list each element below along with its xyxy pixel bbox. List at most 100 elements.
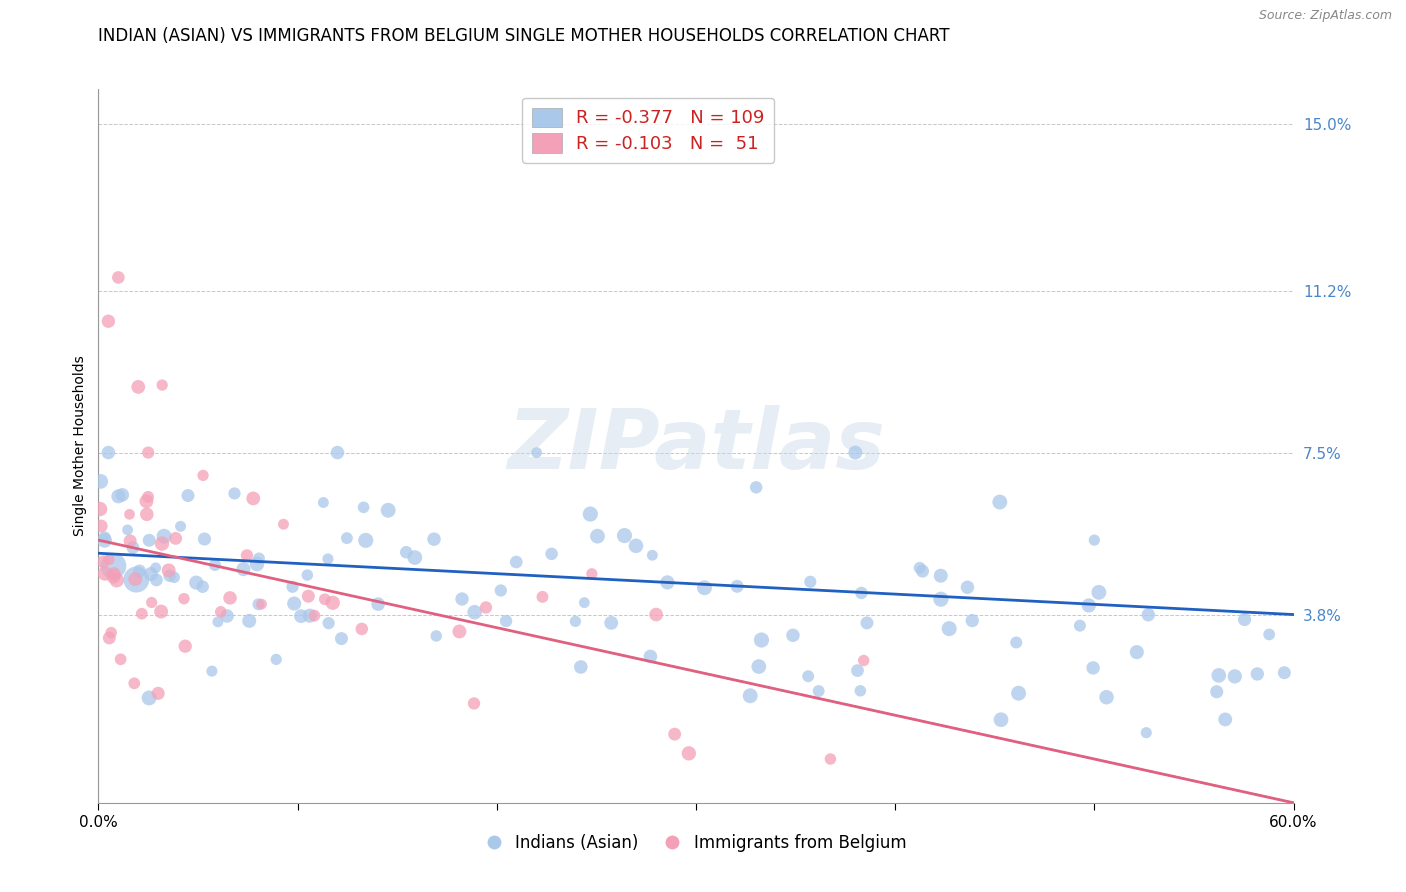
Point — [120, 533, 142, 548]
Point — [264, 652, 287, 666]
Point — [962, 614, 984, 628]
Point — [125, 573, 148, 587]
Y-axis label: Single Mother Households: Single Mother Households — [73, 356, 87, 536]
Point — [118, 508, 141, 522]
Text: INDIAN (ASIAN) VS IMMIGRANTS FROM BELGIUM SINGLE MOTHER HOUSEHOLDS CORRELATION C: INDIAN (ASIAN) VS IMMIGRANTS FROM BELGIU… — [98, 27, 950, 45]
Point — [273, 517, 295, 532]
Point — [89, 502, 111, 516]
Point — [856, 615, 879, 630]
Point — [350, 622, 373, 636]
Point — [169, 519, 191, 533]
Point — [304, 608, 326, 623]
Point — [204, 558, 226, 572]
Point — [107, 489, 129, 503]
Point — [131, 607, 153, 621]
Point — [283, 597, 305, 611]
Point — [186, 575, 208, 590]
Point — [103, 558, 125, 573]
Point — [98, 631, 121, 645]
Point — [540, 547, 562, 561]
Point — [238, 614, 260, 628]
Point — [250, 597, 273, 611]
Point — [136, 445, 159, 459]
Point — [657, 575, 679, 590]
Point — [1081, 661, 1104, 675]
Point — [354, 533, 377, 548]
Point — [425, 629, 447, 643]
Point — [851, 586, 873, 600]
Text: ZIPatlas: ZIPatlas — [508, 406, 884, 486]
Point — [451, 592, 474, 607]
Point — [127, 380, 149, 394]
Point — [929, 568, 952, 582]
Point — [353, 500, 375, 515]
Point — [191, 580, 214, 594]
Point — [336, 531, 359, 545]
Point — [191, 468, 214, 483]
Point — [150, 536, 173, 550]
Point — [423, 532, 446, 546]
Point — [242, 491, 264, 506]
Point — [135, 508, 157, 522]
Point — [93, 533, 115, 548]
Point — [990, 713, 1012, 727]
Point — [138, 690, 160, 705]
Point — [297, 589, 319, 603]
Point — [110, 652, 132, 666]
Point — [1205, 684, 1227, 698]
Point — [247, 551, 270, 566]
Point — [150, 605, 173, 619]
Point — [911, 564, 934, 578]
Point — [807, 684, 830, 698]
Point — [988, 495, 1011, 509]
Point — [312, 495, 335, 509]
Point — [725, 579, 748, 593]
Point — [464, 605, 486, 619]
Point — [128, 564, 150, 578]
Point — [90, 475, 112, 489]
Point — [1005, 635, 1028, 649]
Point — [852, 653, 875, 667]
Point — [564, 615, 586, 629]
Point — [105, 574, 128, 588]
Point — [91, 555, 114, 569]
Point — [107, 270, 129, 285]
Point — [90, 519, 112, 533]
Point — [1137, 607, 1160, 622]
Point — [640, 649, 662, 664]
Point — [846, 664, 869, 678]
Point — [1233, 612, 1256, 626]
Point — [100, 625, 122, 640]
Point — [495, 614, 517, 628]
Point — [1095, 690, 1118, 705]
Point — [165, 532, 187, 546]
Point — [122, 541, 145, 555]
Point — [124, 676, 146, 690]
Point — [201, 664, 224, 678]
Point — [177, 489, 200, 503]
Point — [103, 569, 125, 583]
Point — [820, 752, 842, 766]
Point — [1135, 725, 1157, 739]
Point — [111, 488, 134, 502]
Point — [330, 632, 353, 646]
Point — [641, 548, 664, 562]
Point — [581, 566, 603, 581]
Point — [1088, 585, 1111, 599]
Point — [135, 494, 157, 508]
Point — [531, 590, 554, 604]
Point — [664, 727, 686, 741]
Point — [751, 632, 773, 647]
Point — [173, 591, 195, 606]
Point — [797, 669, 820, 683]
Point — [645, 607, 668, 622]
Point — [232, 562, 254, 576]
Point — [844, 445, 866, 459]
Point — [613, 528, 636, 542]
Point — [141, 595, 163, 609]
Point — [1007, 686, 1029, 700]
Point — [489, 583, 512, 598]
Point — [157, 563, 180, 577]
Point — [463, 697, 485, 711]
Point — [849, 683, 872, 698]
